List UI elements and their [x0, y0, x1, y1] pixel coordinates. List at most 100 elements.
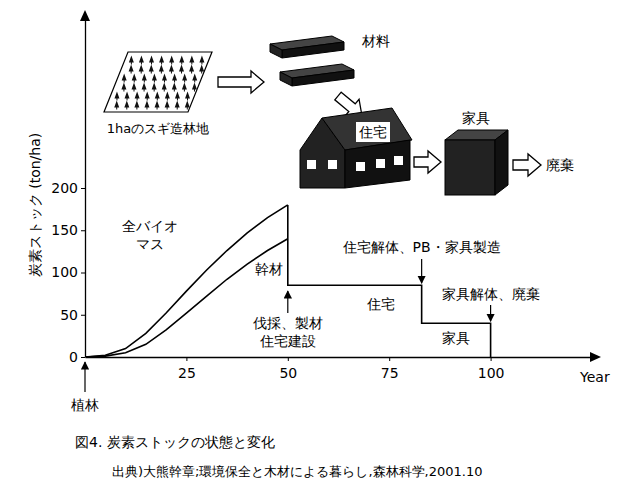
house-window — [376, 159, 385, 168]
x-tick-mark — [389, 357, 390, 361]
labels: 全バイオマス幹材植林伐採、製材住宅建設住宅解体、PB・家具製造家具解体、廃棄住宅… — [71, 218, 540, 413]
tree — [162, 73, 167, 82]
segment-label: 住宅 — [366, 296, 395, 312]
tree — [199, 64, 204, 73]
tree — [192, 82, 197, 91]
tree — [185, 100, 190, 109]
tree — [192, 73, 197, 82]
tree — [175, 91, 180, 100]
series-line — [288, 205, 491, 357]
tree — [155, 100, 160, 109]
tree — [165, 91, 170, 100]
tree — [159, 55, 164, 64]
y-tick-label: 50 — [60, 307, 78, 323]
y-tick: 150 — [51, 222, 85, 238]
annotation-line: 伐採、製材 — [253, 315, 323, 331]
annotation: 住宅解体、PB・家具製造 — [342, 239, 501, 255]
tree — [152, 82, 157, 91]
y-tick: 200 — [51, 180, 85, 196]
y-tick: 0 — [69, 349, 85, 365]
x-tick-label: 25 — [178, 365, 196, 381]
tree — [189, 55, 194, 64]
tree — [139, 55, 144, 64]
y-axis-arrow — [80, 10, 90, 21]
tree — [122, 73, 127, 82]
tree — [129, 64, 134, 73]
tree — [121, 82, 126, 91]
house-window — [356, 162, 365, 171]
y-axis-line — [85, 20, 86, 358]
x-tick-mark — [186, 357, 187, 361]
tree — [125, 91, 130, 100]
y-tick-label: 0 — [69, 349, 78, 365]
forest-label: 1haのスギ造林地 — [107, 121, 209, 136]
house-label: 住宅 — [358, 124, 387, 140]
series-line — [85, 239, 288, 357]
tree — [134, 100, 139, 109]
event-arrow — [490, 305, 491, 321]
y-tick-mark — [81, 357, 85, 358]
tree — [162, 82, 167, 91]
y-tick-label: 200 — [51, 180, 78, 196]
x-tick: 100 — [478, 357, 505, 381]
tree — [124, 100, 129, 109]
y-tick-mark — [81, 315, 85, 316]
plot-area — [85, 205, 491, 357]
series-label-line: マス — [136, 236, 164, 252]
x-tick: 75 — [381, 357, 399, 381]
tree — [144, 100, 149, 109]
series-line — [85, 205, 288, 357]
segment-label-line: 家具 — [442, 330, 470, 346]
figure: 255075100050100150200Year炭素ストック (ton/ha)… — [0, 0, 633, 501]
disposal-label: 廃棄 — [546, 157, 574, 173]
house-window — [394, 156, 403, 165]
house-window — [307, 160, 316, 169]
segment-label: 家具 — [442, 330, 470, 346]
house-window — [328, 160, 337, 169]
annotation-line: 植林 — [71, 397, 99, 413]
tree — [114, 100, 119, 109]
tree — [169, 55, 174, 64]
y-axis: 050100150200 — [51, 20, 85, 365]
event-arrow — [287, 291, 288, 313]
annotation-line: 家具解体、廃棄 — [442, 286, 540, 302]
tree — [139, 64, 144, 73]
illustration: 1haのスギ造林地材料住宅家具廃棄 — [104, 33, 574, 195]
furniture-side — [495, 130, 508, 195]
tree — [135, 91, 140, 100]
tree — [185, 91, 190, 100]
segment-label-line: 住宅 — [366, 296, 395, 312]
tree — [172, 73, 177, 82]
tree — [172, 82, 177, 91]
annotation-line: 住宅解体、PB・家具製造 — [342, 239, 501, 255]
series-label: 幹材 — [255, 261, 283, 277]
tree — [169, 64, 174, 73]
tree — [189, 64, 194, 73]
tree — [142, 82, 147, 91]
tree — [182, 73, 187, 82]
tree — [182, 82, 187, 91]
y-tick-mark — [81, 188, 85, 189]
tree — [149, 55, 154, 64]
tree — [129, 55, 134, 64]
y-tick-mark — [81, 273, 85, 274]
title: 図4. 炭素ストックの状態と変化 — [75, 434, 275, 450]
flow-arrow — [414, 151, 441, 173]
annotation: 植林 — [71, 397, 99, 413]
x-axis-arrow — [590, 352, 601, 362]
x-tick-label: 50 — [279, 365, 297, 381]
tree — [155, 91, 160, 100]
annotation: 家具解体、廃棄 — [442, 286, 540, 302]
x-axis-line — [86, 357, 593, 358]
tree — [159, 64, 164, 73]
tree — [132, 73, 137, 82]
tree — [152, 73, 157, 82]
x-tick-mark — [288, 357, 289, 361]
material-label: 材料 — [361, 33, 390, 49]
source: 出典)大熊幹章;環境保全と木材による暮らし,森林科学,2001.10 — [112, 464, 482, 479]
tree — [199, 55, 204, 64]
annotation-line: 住宅建設 — [259, 333, 316, 349]
x-tick-mark — [491, 357, 492, 361]
flow-arrow — [513, 154, 541, 176]
tree — [145, 91, 150, 100]
